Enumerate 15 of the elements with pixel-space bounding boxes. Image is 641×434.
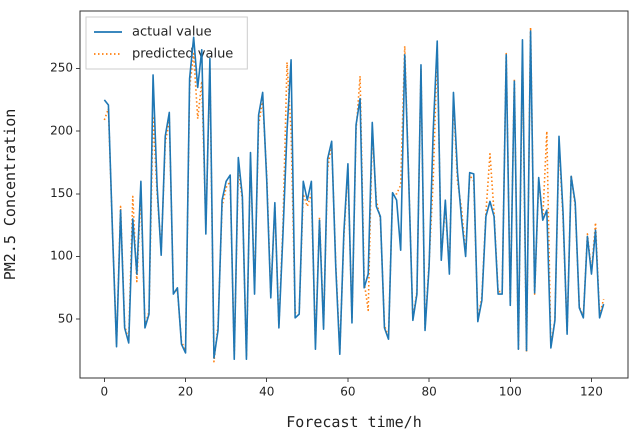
y-tick-label: 100 xyxy=(50,248,73,263)
y-tick-label: 50 xyxy=(58,311,73,326)
x-tick-label: 100 xyxy=(498,384,522,398)
x-tick-label: 80 xyxy=(421,384,437,398)
y-tick-label: 200 xyxy=(50,123,73,138)
x-tick-label: 40 xyxy=(259,384,274,398)
x-tick-label: 60 xyxy=(340,384,356,398)
x-tick-label: 0 xyxy=(100,384,108,398)
y-tick-label: 150 xyxy=(50,186,73,200)
x-axis-title: Forecast time/h xyxy=(286,412,422,431)
x-tick-label: 120 xyxy=(580,384,603,398)
y-axis-title: PM2.5 Concentration xyxy=(0,108,19,280)
x-tick-label: 20 xyxy=(178,384,194,398)
y-tick-label: 250 xyxy=(50,60,73,75)
legend-label: actual value xyxy=(132,24,212,40)
